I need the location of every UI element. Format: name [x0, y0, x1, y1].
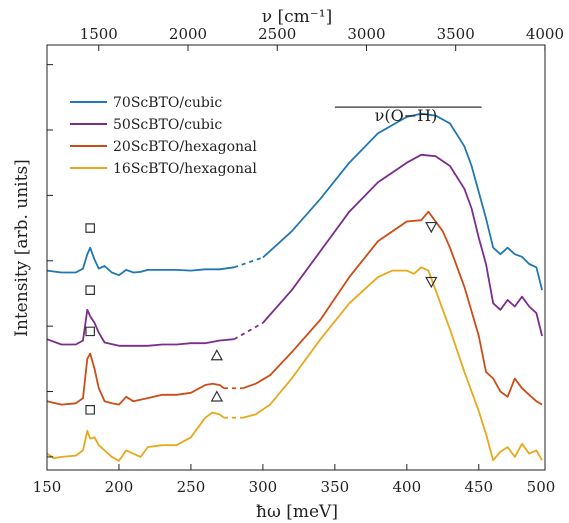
x-tick-label-250: 250	[177, 478, 206, 496]
series-line-50ScBTO-cubic	[46, 308, 235, 347]
series-gap-70ScBTO-cubic	[233, 256, 264, 269]
top-tick-label-1500: 1500	[80, 25, 118, 43]
marker-square	[85, 405, 95, 415]
marker-triangle-down	[425, 276, 438, 289]
axes: 150 200 250 300 350 400 450 500 1500 2000 2500 3000…	[33, 25, 564, 496]
marker-square	[85, 223, 95, 233]
marker-triangle-up	[210, 390, 224, 402]
series-line-16ScBTO-hexagonal	[242, 266, 543, 462]
top-tick-label-3000: 3000	[347, 25, 385, 43]
top-tick-label-4000: 4000	[526, 25, 564, 43]
legend-label-20ScBTO-hexagonal: 20ScBTO/hexagonal	[113, 139, 257, 155]
annotation-label: ν(O−H)	[375, 106, 438, 125]
marker-triangle-up	[210, 349, 224, 361]
x-tick-label-300: 300	[249, 478, 278, 496]
x-axis-label: ħω [meV]	[256, 502, 338, 522]
series-line-70ScBTO-cubic	[262, 112, 543, 291]
series-line-16ScBTO-hexagonal	[46, 411, 225, 462]
x-tick-label-150: 150	[33, 478, 62, 496]
series-70ScBTO-cubic	[46, 112, 543, 291]
x-tick-label-200: 200	[105, 478, 134, 496]
series-50ScBTO-cubic	[46, 153, 543, 347]
top-tick-label-2000: 2000	[169, 25, 207, 43]
series-20ScBTO-hexagonal	[46, 210, 543, 406]
series-16ScBTO-hexagonal	[46, 266, 543, 462]
series-line-50ScBTO-cubic	[262, 153, 543, 337]
legend: 70ScBTO/cubic 50ScBTO/cubic 20ScBTO/hexa…	[70, 95, 257, 177]
top-tick-label-2500: 2500	[258, 25, 296, 43]
y-axis-label: Intensity [arb. units]	[12, 159, 32, 337]
legend-label-50ScBTO-cubic: 50ScBTO/cubic	[113, 117, 222, 133]
plot-area	[46, 112, 543, 462]
x-tick-label-350: 350	[321, 478, 350, 496]
legend-label-70ScBTO-cubic: 70ScBTO/cubic	[113, 95, 222, 111]
legend-label-16ScBTO-hexagonal: 16ScBTO/hexagonal	[113, 161, 257, 177]
series-line-70ScBTO-cubic	[46, 246, 235, 277]
x-tick-label-450: 450	[464, 478, 493, 496]
top-tick-label-3500: 3500	[437, 25, 475, 43]
marker-triangle-down	[425, 221, 438, 234]
top-axis-label: ν [cm⁻¹]	[262, 7, 332, 27]
x-tick-label-400: 400	[393, 478, 422, 496]
series-line-20ScBTO-hexagonal	[242, 210, 543, 406]
series-gap-50ScBTO-cubic	[233, 322, 264, 341]
x-tick-label-500: 500	[527, 478, 556, 496]
series-line-20ScBTO-hexagonal	[46, 352, 225, 406]
plot-frame	[46, 44, 546, 471]
marker-square	[85, 326, 95, 337]
marker-square	[85, 285, 95, 295]
